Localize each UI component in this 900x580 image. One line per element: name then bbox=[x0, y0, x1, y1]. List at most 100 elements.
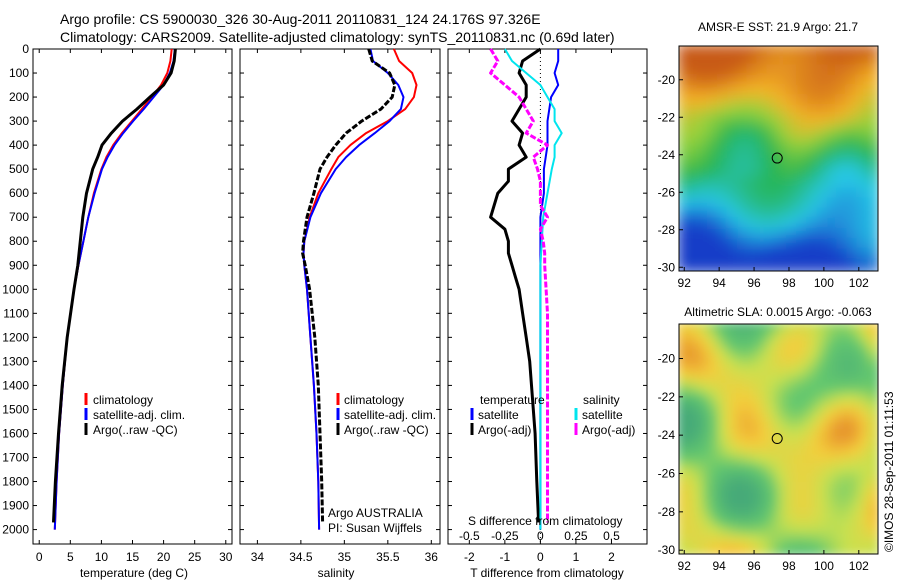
sla-cell bbox=[759, 324, 773, 335]
sla-cell bbox=[679, 410, 690, 424]
sla-cell bbox=[817, 543, 831, 554]
sla-cell bbox=[679, 445, 690, 459]
sla-cell bbox=[817, 324, 831, 335]
sla-cell bbox=[867, 445, 878, 459]
sst-cell bbox=[679, 187, 691, 202]
sst-cell bbox=[679, 238, 691, 253]
sst-cell bbox=[679, 125, 691, 141]
salinity-difference-axis-label: S difference from climatology bbox=[468, 514, 623, 528]
legend-label-satellite: satellite-adj. clim. bbox=[344, 408, 436, 422]
map-x-tick-label: 96 bbox=[747, 559, 761, 573]
x-tick-label: 34 bbox=[251, 550, 265, 564]
depth-tick-label: 1900 bbox=[2, 499, 29, 513]
map-y-tick-label: -24 bbox=[658, 428, 676, 442]
legend-label-climatology: climatology bbox=[344, 393, 404, 407]
legend-group-temperature: temperature bbox=[480, 393, 545, 407]
sla-cell bbox=[679, 375, 690, 388]
figure-title-line1: Argo profile: CS 5900030_326 30-Aug-2011… bbox=[60, 11, 541, 27]
x-tick-label: 15 bbox=[126, 550, 140, 564]
sst-map-title: AMSR-E SST: 21.9 Argo: 21.7 bbox=[698, 20, 858, 34]
x-tick-label: -1 bbox=[500, 550, 511, 564]
sla-cell bbox=[679, 507, 690, 521]
sla-cell bbox=[867, 454, 878, 468]
sla-cell bbox=[842, 543, 856, 554]
sla-cell bbox=[867, 428, 878, 441]
depth-tick-label: 1800 bbox=[2, 475, 29, 489]
depth-tick-label: 2000 bbox=[2, 523, 29, 537]
sst-field bbox=[679, 46, 878, 271]
sla-cell bbox=[743, 324, 756, 335]
sla-map-title: Altimetric SLA: 0.0015 Argo: -0.063 bbox=[684, 305, 872, 319]
sla-map-frame bbox=[678, 323, 879, 555]
depth-tick-label: 1300 bbox=[2, 354, 29, 368]
sla-cell bbox=[859, 543, 872, 554]
salinity-xlabel: salinity bbox=[318, 566, 355, 580]
satellite-adj-line bbox=[302, 48, 405, 530]
sla-cell bbox=[867, 507, 878, 521]
map-x-tick-label: 100 bbox=[814, 559, 834, 573]
argo-line bbox=[52, 48, 177, 523]
sla-cell bbox=[793, 543, 806, 554]
temp-argo-diff-line bbox=[489, 47, 542, 523]
map-y-tick-label: -26 bbox=[658, 185, 676, 199]
sla-cell bbox=[759, 543, 773, 554]
sst-cell bbox=[866, 46, 878, 59]
sla-cell bbox=[679, 348, 690, 362]
sla-cell bbox=[867, 410, 878, 424]
depth-tick-label: 0 bbox=[22, 42, 29, 56]
sla-cell bbox=[768, 324, 781, 335]
sla-cell bbox=[867, 401, 878, 415]
sla-cell bbox=[693, 543, 706, 554]
temperature-legend: climatology satellite-adj. clim. Argo(..… bbox=[84, 393, 185, 437]
legend-label-sal-argo: Argo(-adj) bbox=[582, 423, 635, 437]
imos-timestamp: ©IMOS 28-Sep-2011 01:11:53 bbox=[882, 391, 896, 552]
depth-tick-label: 1200 bbox=[2, 330, 29, 344]
map-y-tick-label: -30 bbox=[658, 543, 676, 557]
x-tick-label: 34.5 bbox=[289, 550, 313, 564]
depth-tick-label: 200 bbox=[9, 90, 29, 104]
depth-tick-label: 900 bbox=[9, 258, 29, 272]
sst-cell bbox=[679, 105, 691, 120]
sst-cell bbox=[866, 136, 878, 151]
map-x-tick-label: 98 bbox=[782, 276, 796, 290]
x-tick-label: -2 bbox=[464, 550, 475, 564]
sla-cell bbox=[710, 543, 723, 554]
sla-cell bbox=[743, 543, 756, 554]
sla-cell bbox=[679, 401, 690, 415]
x-tick-label: 35 bbox=[338, 550, 352, 564]
sla-cell bbox=[679, 498, 690, 512]
sla-cell bbox=[826, 324, 839, 335]
sla-cell bbox=[867, 463, 878, 477]
depth-tick-label: 1700 bbox=[2, 450, 29, 464]
map-y-tick-label: -22 bbox=[658, 390, 676, 404]
x-tick-label: 1 bbox=[573, 550, 580, 564]
sst-cell bbox=[866, 105, 878, 120]
sla-cell bbox=[701, 543, 715, 554]
sst-cell bbox=[866, 115, 878, 130]
sla-cell bbox=[776, 543, 789, 554]
annotation-pi-name: PI: Susan Wijffels bbox=[328, 521, 422, 535]
sla-cell bbox=[693, 324, 706, 335]
sla-cell bbox=[826, 543, 839, 554]
salinity-legend: climatology satellite-adj. clim. Argo(..… bbox=[328, 393, 436, 535]
sla-cell bbox=[867, 383, 878, 397]
map-x-tick-label: 98 bbox=[782, 559, 796, 573]
legend-label-argo: Argo(..raw -QC) bbox=[93, 423, 178, 437]
depth-tick-label: 1100 bbox=[3, 306, 29, 320]
sla-cell bbox=[809, 543, 822, 554]
x-tick-label: 2 bbox=[608, 550, 615, 564]
map-x-tick-label: 102 bbox=[849, 276, 869, 290]
sla-cell bbox=[710, 324, 723, 335]
sla-cell bbox=[867, 324, 878, 335]
sst-cell bbox=[866, 84, 878, 100]
sla-cell bbox=[679, 534, 690, 548]
depth-tick-label: 800 bbox=[9, 234, 29, 248]
sla-cell bbox=[679, 481, 690, 495]
sst-cell bbox=[866, 64, 878, 79]
sla-cell bbox=[679, 525, 690, 539]
depth-tick-label: 500 bbox=[9, 162, 29, 176]
depth-tick-label: 1000 bbox=[2, 282, 29, 296]
sla-cell bbox=[679, 324, 690, 335]
sst-map-frame bbox=[678, 45, 879, 272]
